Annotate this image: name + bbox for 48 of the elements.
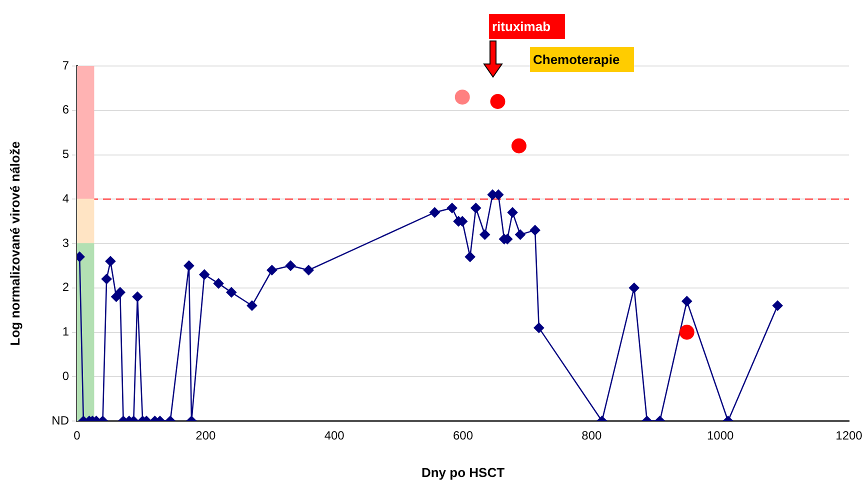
point	[464, 252, 476, 262]
text: rituximab	[489, 14, 565, 39]
y-tick-label: 3	[62, 236, 70, 250]
point	[199, 269, 210, 280]
y-tick-label: 0	[62, 368, 70, 383]
x-tick-label: 1000	[706, 428, 734, 443]
y-tick-label: ND	[52, 413, 70, 428]
point	[303, 264, 314, 276]
x-tick-label: 600	[452, 428, 474, 443]
point	[105, 256, 116, 266]
x-tick-label: 0	[74, 428, 81, 443]
point	[184, 260, 194, 271]
point	[480, 229, 490, 240]
point	[679, 324, 694, 340]
point	[470, 202, 482, 214]
bar	[77, 198, 94, 244]
point	[266, 264, 278, 276]
point	[515, 229, 526, 240]
bar	[77, 66, 94, 200]
point	[507, 207, 518, 218]
x-tick-label: 1200	[836, 428, 863, 443]
point	[430, 207, 440, 218]
point	[226, 287, 237, 298]
y-axis-title: Log normalizované virové nálože	[7, 141, 22, 346]
annotation: Chemoterapie	[530, 47, 634, 72]
y-tick-label: 1	[62, 324, 70, 339]
point	[772, 300, 783, 311]
y-tick-label: 4	[62, 191, 70, 206]
point	[285, 260, 296, 271]
y-tick-label: 6	[62, 102, 70, 117]
y-tick-label: 7	[62, 58, 70, 72]
point	[213, 278, 224, 289]
point	[682, 296, 692, 306]
point	[534, 322, 544, 333]
point	[114, 287, 126, 298]
x-tick-label: 200	[196, 428, 216, 443]
y-tick-label: 5	[62, 147, 70, 162]
x-tick-label: 800	[582, 428, 602, 443]
point	[530, 225, 540, 236]
point	[628, 282, 640, 294]
point	[446, 202, 458, 214]
y-tick-label: 2	[62, 280, 70, 294]
point	[101, 274, 112, 284]
point	[132, 292, 143, 302]
point	[511, 138, 526, 154]
point	[246, 300, 258, 311]
x-axis-title: Dny po HSCT	[421, 464, 505, 480]
x-tick-label: 400	[324, 428, 345, 443]
